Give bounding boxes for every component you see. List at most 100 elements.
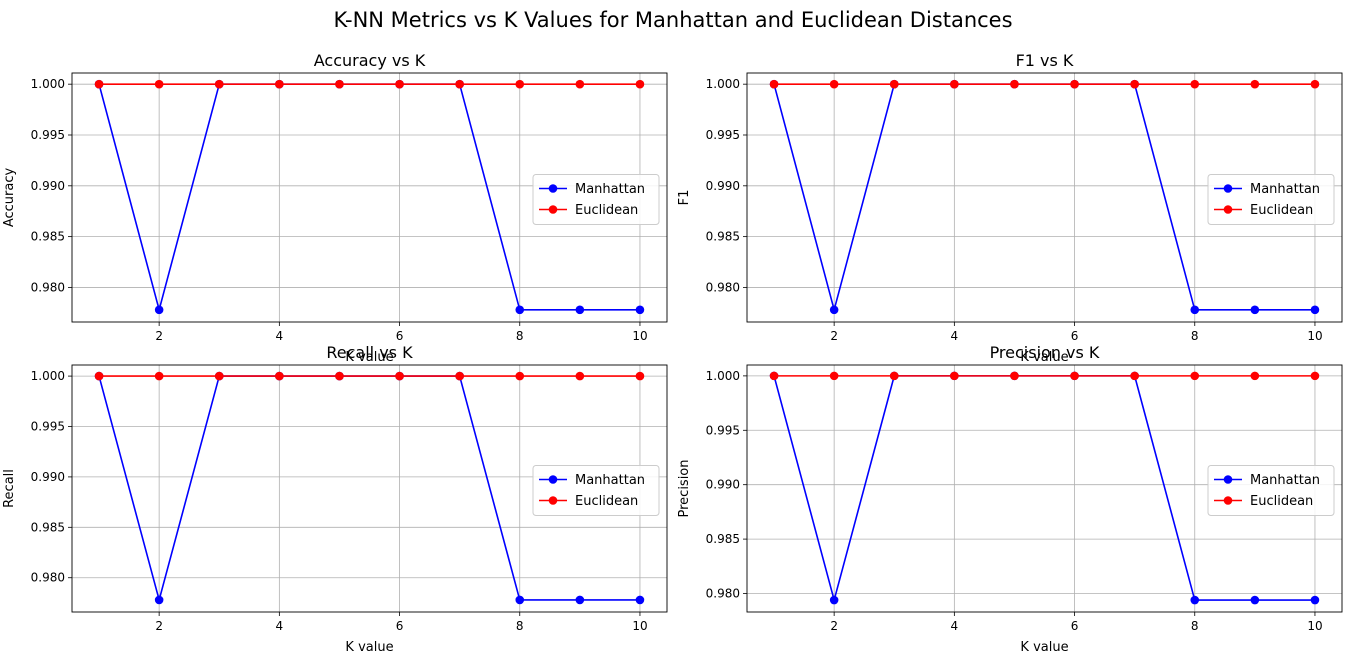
data-point [1310,371,1320,381]
data-point [275,79,284,89]
subplot-4: Precision vs K 2 4 6 8 10 0.980 0.985 0.990 0.995… [677,343,1343,655]
y-tick-label: 0.985 [31,520,65,534]
y-tick-label: 0.990 [706,179,740,193]
data-point [1070,371,1079,381]
x-tick-label: 10 [632,329,647,343]
data-point [769,79,779,89]
x-tick-label: 8 [1191,329,1199,343]
y-tick-label: 0.995 [31,128,65,142]
data-point [214,79,224,89]
x-tick-label: 8 [1191,619,1199,633]
data-point [1130,371,1139,381]
y-tick-label: 0.980 [706,280,740,294]
y-tick-label: 0.990 [706,478,740,492]
y-axis-label: F1 [677,190,692,206]
data-point [515,79,525,89]
x-tick-label: 10 [1307,619,1322,633]
legend: Manhattan Euclidean [532,465,660,516]
data-point [335,79,344,89]
data-point [515,595,525,605]
y-tick-label: 1.000 [706,77,740,91]
subplot-title: Accuracy vs K [314,51,426,70]
axes-frame [71,364,668,613]
data-point [154,371,164,381]
y-tick-label: 0.985 [31,230,65,244]
data-point [1190,79,1200,89]
x-tick-label: 4 [276,329,284,343]
data-point [1070,79,1079,89]
data-point [1010,371,1019,381]
data-point [1310,595,1320,605]
subplot-title: Recall vs K [326,343,413,362]
subplot-3: Recall vs K 2 4 6 8 10 0.980 0.985 0.990 0.995 1.0… [2,343,668,655]
data-point [1190,305,1200,315]
subplot-2: F1 vs K 2 4 6 8 10 0.980 0.985 0.990 0.995 1.000 K … [677,51,1343,365]
legend: Manhattan Euclidean [1207,465,1335,516]
data-point [889,79,899,89]
legend-box [1207,465,1335,516]
legend: Manhattan Euclidean [1207,174,1335,225]
data-point [515,305,525,315]
subplot-title: F1 vs K [1016,51,1074,70]
data-point [1010,79,1019,89]
legend-marker [548,475,558,484]
x-tick-label: 6 [1071,329,1079,343]
data-point [829,595,839,605]
y-axis-label: Precision [677,459,692,517]
data-point [575,79,585,89]
data-point [1250,371,1260,381]
data-point [1250,305,1260,315]
x-tick-label: 2 [830,619,838,633]
data-point [635,79,645,89]
data-point [1190,595,1200,605]
data-point [635,305,645,315]
data-point [635,371,645,381]
legend-marker [548,496,558,505]
legend-marker [548,205,558,214]
data-point [455,79,464,89]
y-tick-label: 1.000 [31,77,65,91]
data-point [950,371,959,381]
y-tick-label: 1.000 [31,369,65,383]
data-point [1310,79,1320,89]
x-tick-label: 6 [396,619,404,633]
x-tick-label: 4 [951,619,959,633]
data-point [769,371,779,381]
x-tick-label: 6 [396,329,404,343]
series-euclidean [94,371,645,381]
data-point [154,305,164,315]
subplot-1: Accuracy vs K 2 4 6 8 10 0.980 0.985 0.990 0.995 1… [2,51,668,365]
data-point [635,595,645,605]
data-point [335,371,344,381]
y-tick-label: 0.990 [31,179,65,193]
legend-marker [1223,475,1233,484]
x-tick-label: 2 [155,619,163,633]
y-tick-label: 0.990 [31,470,65,484]
x-tick-label: 8 [516,619,524,633]
data-point [275,371,284,381]
x-axis-label: K value [345,640,393,655]
x-tick-label: 10 [1307,329,1322,343]
legend-marker [1223,205,1233,214]
x-axis-label: K value [1020,640,1068,655]
data-point [1130,79,1139,89]
data-point [1250,79,1260,89]
x-tick-label: 2 [830,329,838,343]
x-tick-label: 6 [1071,619,1079,633]
x-axis-label: K value [1020,350,1068,365]
legend-label: Manhattan [575,473,645,488]
subplot-title: Precision vs K [990,343,1100,362]
legend-marker [1223,496,1233,505]
legend-label: Euclidean [1250,494,1313,509]
legend-box [1207,174,1335,225]
legend-marker [548,184,558,193]
legend-marker [1223,184,1233,193]
data-point [94,371,104,381]
data-point [395,371,404,381]
y-tick-label: 0.995 [706,423,740,437]
data-point [1250,595,1260,605]
y-tick-label: 0.985 [706,230,740,244]
series-euclidean [769,371,1320,381]
data-point [1190,371,1200,381]
data-point [154,79,164,89]
